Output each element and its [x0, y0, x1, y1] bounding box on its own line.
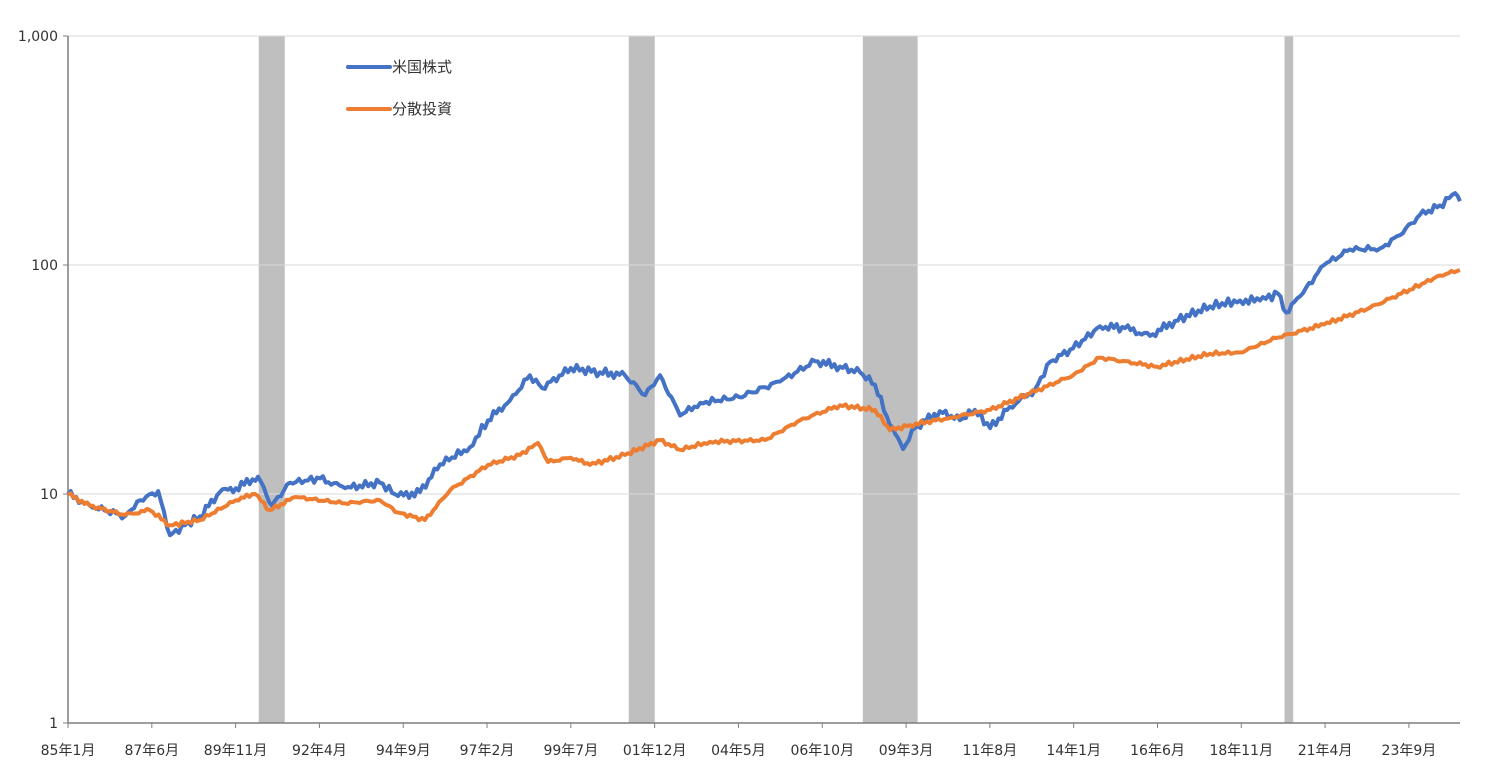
y-axis-ticks: 1 10 100 1,000 — [18, 29, 68, 732]
y-tick-label: 10 — [40, 487, 58, 503]
x-tick-label: 09年3月 — [879, 743, 934, 759]
x-tick-label: 92年4月 — [292, 743, 347, 759]
x-tick-label: 89年11月 — [204, 743, 268, 759]
series-lines — [66, 191, 1462, 538]
x-tick-label: 06年10月 — [790, 743, 854, 759]
x-tick-label: 99年7月 — [543, 743, 598, 759]
y-tick-label: 100 — [31, 258, 58, 274]
x-tick-label: 87年6月 — [124, 743, 179, 759]
x-axis-ticks: 85年1月 87年6月 89年11月 92年4月 94年9月 97年2月 99年7月 01年1… — [41, 723, 1437, 759]
shaded-period — [1284, 36, 1294, 723]
x-tick-label: 11年8月 — [962, 743, 1017, 759]
legend-label-diversified: 分散投資 — [392, 100, 452, 118]
x-tick-label: 01年12月 — [623, 743, 687, 759]
x-tick-label: 14年1月 — [1046, 743, 1101, 759]
x-tick-label: 16年6月 — [1130, 743, 1185, 759]
x-tick-label: 21年4月 — [1298, 743, 1353, 759]
shaded-period — [258, 36, 285, 723]
y-tick-label: 1 — [49, 716, 58, 732]
series-line-us-stocks — [66, 191, 1462, 538]
x-tick-label: 94年9月 — [376, 743, 431, 759]
y-tick-label: 1,000 — [18, 29, 58, 45]
legend-label-us-stocks: 米国株式 — [392, 58, 452, 76]
series-line-diversified — [67, 268, 1461, 528]
gridlines — [68, 35, 1460, 495]
shaded-periods — [258, 36, 1294, 723]
x-tick-label: 18年11月 — [1209, 743, 1273, 759]
x-tick-label: 97年2月 — [460, 743, 515, 759]
shaded-period — [628, 36, 655, 723]
x-tick-label: 23年9月 — [1382, 743, 1437, 759]
legend: 米国株式 分散投資 — [346, 58, 452, 118]
x-tick-label: 04年5月 — [711, 743, 766, 759]
x-tick-label: 85年1月 — [41, 743, 96, 759]
